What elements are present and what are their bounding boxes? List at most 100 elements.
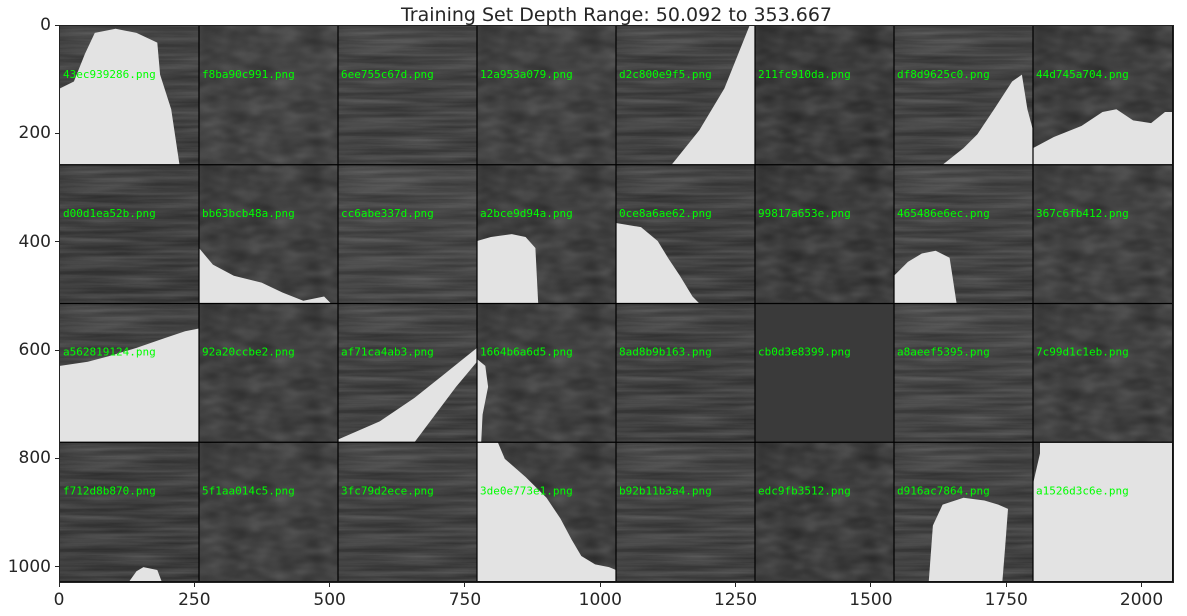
x-tick-label: 500 [313, 590, 346, 610]
salt-mask-overlay [60, 328, 199, 443]
tile: 3de0e773e1.png [477, 442, 616, 581]
tile-filename-label: a562819124.png [63, 346, 156, 359]
tile: 7c99d1c1eb.png [1033, 303, 1172, 443]
y-tick-mark [55, 457, 59, 459]
x-tick-mark [1141, 583, 1143, 587]
y-tick-mark [55, 24, 59, 26]
tile-filename-label: 1664b6a6d5.png [480, 346, 573, 359]
tile: 3fc79d2ece.png [338, 442, 477, 581]
tile-filename-label: 3fc79d2ece.png [341, 484, 434, 497]
x-tick-label: 0 [53, 590, 65, 610]
tile-filename-label: af71ca4ab3.png [341, 346, 434, 359]
tile-texture [338, 164, 477, 304]
tile-texture [477, 303, 616, 443]
tile: 6ee755c67d.png [338, 26, 477, 165]
tile-filename-label: a2bce9d94a.png [480, 207, 573, 220]
tile-filename-label: d916ac7864.png [897, 484, 990, 497]
tile-filename-label: 92a20ccbe2.png [202, 346, 295, 359]
tile-filename-label: 367c6fb412.png [1036, 207, 1129, 220]
tile: cc6abe337d.png [338, 164, 477, 304]
tile-texture [755, 164, 894, 304]
salt-mask-overlay [671, 26, 755, 165]
tile-texture [755, 442, 894, 581]
tile-texture [199, 26, 338, 165]
tile: 99817a653e.png [755, 164, 894, 304]
salt-mask-overlay [1033, 442, 1172, 581]
tile-filename-label: 12a953a079.png [480, 68, 573, 81]
tile-texture [616, 303, 755, 443]
tile-texture [1033, 303, 1172, 443]
tile: 44d745a704.png [1033, 26, 1172, 165]
tile: 367c6fb412.png [1033, 164, 1172, 304]
tile: f712d8b870.png [60, 442, 199, 581]
y-tick-label: 200 [18, 123, 51, 144]
x-tick-label: 250 [178, 590, 211, 610]
y-tick-label: 0 [40, 15, 51, 35]
tile: a562819124.png [60, 303, 199, 443]
tile-filename-label: edc9fb3512.png [758, 484, 851, 497]
x-tick-mark [58, 583, 60, 587]
tile-filename-label: bb63bcb48a.png [202, 207, 295, 220]
salt-mask-overlay [199, 248, 331, 304]
x-tick-mark [329, 583, 331, 587]
tile: f8ba90c991.png [199, 26, 338, 165]
salt-mask-overlay [477, 442, 616, 581]
chart-title: Training Set Depth Range: 50.092 to 353.… [400, 4, 833, 26]
tile-background [755, 303, 894, 443]
tile-grid-svg: 43ec939286.png f8ba90c991.png 6ee755c67d.p… [60, 26, 1172, 581]
tile-filename-label: 465486e6ec.png [897, 207, 990, 220]
tile-filename-label: 7c99d1c1eb.png [1036, 346, 1129, 359]
tile-texture [1033, 164, 1172, 304]
x-tick-label: 1500 [849, 590, 893, 610]
x-tick-mark [870, 583, 872, 587]
salt-mask-overlay [477, 359, 489, 443]
tile: d916ac7864.png [894, 442, 1033, 581]
salt-mask-overlay [477, 234, 539, 304]
x-tick-label: 2000 [1119, 590, 1164, 610]
tile-filename-label: 211fc910da.png [758, 68, 851, 81]
tile-filename-label: a8aeef5395.png [897, 346, 990, 359]
tile: b92b11b3a4.png [616, 442, 755, 581]
y-tick-mark [55, 566, 59, 568]
salt-mask-overlay [928, 497, 1008, 581]
x-tick-label: 1000 [578, 590, 622, 610]
y-tick-label: 800 [18, 448, 51, 469]
tile: a1526d3c6e.png [1033, 442, 1172, 581]
salt-mask-overlay [60, 28, 180, 165]
tile-filename-label: 6ee755c67d.png [341, 68, 434, 81]
tile-filename-label: f8ba90c991.png [202, 68, 295, 81]
y-tick-label: 1000 [7, 556, 51, 577]
salt-mask-overlay [129, 567, 162, 581]
tile-filename-label: 99817a653e.png [758, 207, 851, 220]
tile: d00d1ea52b.png [60, 164, 199, 304]
tile-texture [616, 442, 755, 581]
y-tick-label: 400 [18, 231, 51, 252]
tile: 0ce8a6ae62.png [616, 164, 755, 304]
tile: a8aeef5395.png [894, 303, 1033, 443]
tile-texture [199, 303, 338, 443]
tile-filename-label: d00d1ea52b.png [63, 207, 156, 220]
salt-mask-overlay [894, 250, 957, 304]
tile-filename-label: 5f1aa014c5.png [202, 484, 295, 497]
tile: af71ca4ab3.png [338, 303, 477, 443]
salt-mask-overlay [616, 223, 700, 304]
tile: edc9fb3512.png [755, 442, 894, 581]
tile-filename-label: 8ad8b9b163.png [619, 346, 712, 359]
tile-filename-label: b92b11b3a4.png [619, 484, 712, 497]
tile-texture [60, 164, 199, 304]
y-tick-mark [55, 132, 59, 134]
tile-texture [894, 303, 1033, 443]
tile-filename-label: a1526d3c6e.png [1036, 484, 1129, 497]
tile: 92a20ccbe2.png [199, 303, 338, 443]
tile-texture [60, 442, 199, 581]
tile: 8ad8b9b163.png [616, 303, 755, 443]
tile-filename-label: 44d745a704.png [1036, 68, 1129, 81]
tile-filename-label: cc6abe337d.png [341, 207, 434, 220]
x-tick-label: 1250 [713, 590, 758, 610]
image-grid: 43ec939286.png f8ba90c991.png 6ee755c67d.p… [59, 25, 1174, 583]
tile: a2bce9d94a.png [477, 164, 616, 304]
x-tick-mark [599, 583, 601, 587]
tile-filename-label: 3de0e773e1.png [480, 484, 573, 497]
tile: cb0d3e8399.png [755, 303, 894, 443]
tile: 465486e6ec.png [894, 164, 1033, 304]
